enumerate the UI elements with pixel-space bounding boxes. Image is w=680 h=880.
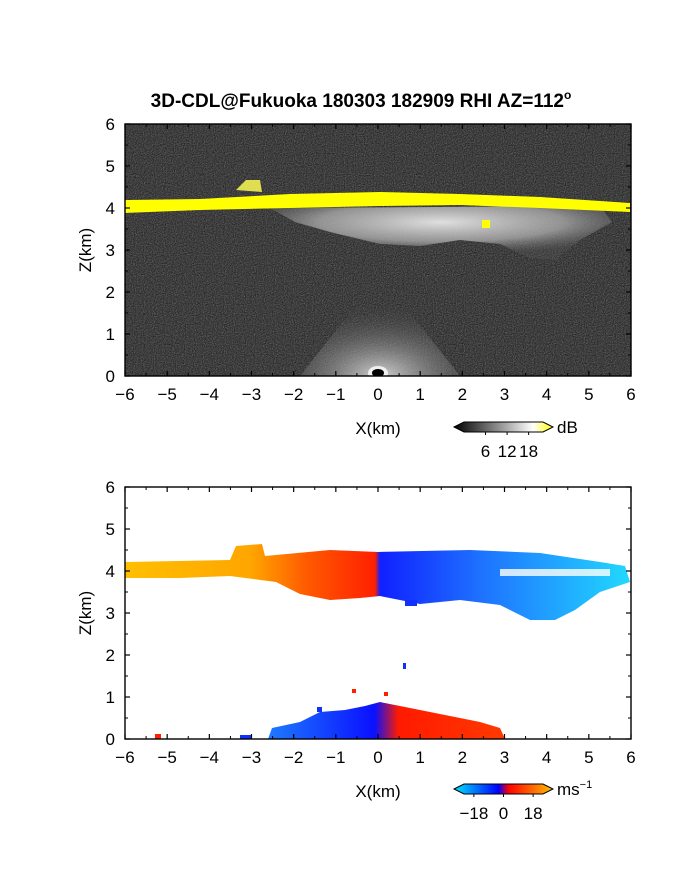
x-tick-label: −3 bbox=[242, 748, 261, 767]
x-tick-label: −6 bbox=[115, 748, 134, 767]
x-tick-label: 5 bbox=[584, 748, 593, 767]
velocity-ticks: −6 −5 −4 −3 −2 −1 0 1 2 3 4 5 6 0 1 2 3 4 5 6 bbox=[106, 478, 636, 767]
colorbar-tick-label: 0 bbox=[499, 804, 508, 823]
x-tick-label: −5 bbox=[157, 385, 176, 404]
colorbar-tick-label: 18 bbox=[519, 442, 538, 461]
colorbar-tick-label: 18 bbox=[524, 804, 543, 823]
colorbar-tick-label: −18 bbox=[459, 804, 488, 823]
y-tick-label: 3 bbox=[106, 241, 115, 260]
velocity-speck bbox=[155, 734, 161, 739]
reflectivity-colorbar-ticks: 6 12 18 bbox=[481, 432, 538, 461]
y-tick-label: 2 bbox=[106, 283, 115, 302]
x-tick-label: 1 bbox=[415, 748, 424, 767]
y-tick-label: 4 bbox=[106, 562, 115, 581]
reflectivity-colorbar-unit: dB bbox=[557, 418, 578, 437]
x-tick-label: 4 bbox=[542, 385, 551, 404]
reflectivity-ticks: −6 −5 −4 −3 −2 −1 0 1 2 3 4 5 6 0 1 2 3 4 5 6 bbox=[106, 115, 636, 404]
cloud-echo bbox=[270, 206, 612, 260]
x-tick-label: 4 bbox=[542, 748, 551, 767]
x-tick-label: 2 bbox=[458, 385, 467, 404]
melting-layer-band bbox=[125, 192, 630, 213]
velocity-colorbar-bar bbox=[452, 783, 555, 795]
x-tick-label: −1 bbox=[326, 748, 345, 767]
colorbar-tick-label: 6 bbox=[481, 442, 490, 461]
y-tick-label: 2 bbox=[106, 646, 115, 665]
x-tick-label: −4 bbox=[200, 385, 219, 404]
y-tick-label: 0 bbox=[106, 730, 115, 749]
velocity-panel: −6 −5 −4 −3 −2 −1 0 1 2 3 4 5 6 0 1 2 3 4 5 6 X(km) Z(km) m… bbox=[76, 478, 636, 823]
y-tick-label: 1 bbox=[106, 325, 115, 344]
y-tick-label: 6 bbox=[106, 478, 115, 497]
reflectivity-colorbar-bar bbox=[452, 421, 555, 433]
x-tick-label: −1 bbox=[326, 385, 345, 404]
velocity-speck bbox=[317, 707, 322, 712]
y-tick-label: 6 bbox=[106, 115, 115, 134]
y-tick-label: 5 bbox=[106, 157, 115, 176]
x-tick-label: 5 bbox=[584, 385, 593, 404]
y-tick-label: 3 bbox=[106, 604, 115, 623]
x-tick-label: 0 bbox=[373, 748, 382, 767]
velocity-xlabel: X(km) bbox=[355, 782, 400, 801]
velocity-ylabel: Z(km) bbox=[76, 591, 95, 635]
velocity-low-level bbox=[268, 702, 505, 739]
velocity-field bbox=[125, 487, 631, 739]
y-tick-label: 5 bbox=[106, 520, 115, 539]
velocity-speck bbox=[352, 689, 356, 693]
x-tick-label: −2 bbox=[284, 748, 303, 767]
velocity-gap bbox=[500, 569, 610, 576]
velocity-upper-layer bbox=[125, 544, 630, 620]
x-tick-label: 6 bbox=[626, 385, 635, 404]
x-tick-label: 1 bbox=[415, 385, 424, 404]
velocity-colorbar-ticks: −18 0 18 bbox=[459, 794, 543, 823]
velocity-speck bbox=[403, 663, 406, 669]
melting-layer-cap bbox=[236, 180, 262, 192]
x-tick-label: 0 bbox=[373, 385, 382, 404]
x-tick-label: −6 bbox=[115, 385, 134, 404]
x-tick-label: 2 bbox=[458, 748, 467, 767]
velocity-colorbar-unit: ms−1 bbox=[557, 779, 592, 799]
y-tick-label: 1 bbox=[106, 688, 115, 707]
figure-title: 3D-CDL@Fukuoka 180303 182909 RHI AZ=112o bbox=[151, 88, 572, 112]
y-tick-label: 4 bbox=[106, 199, 115, 218]
near-ground-echo bbox=[300, 285, 460, 376]
reflectivity-xlabel: X(km) bbox=[355, 419, 400, 438]
colorbar-tick-label: 12 bbox=[498, 442, 517, 461]
x-tick-label: −3 bbox=[242, 385, 261, 404]
reflectivity-ylabel: Z(km) bbox=[76, 228, 95, 272]
x-tick-label: −5 bbox=[157, 748, 176, 767]
y-tick-label: 0 bbox=[106, 367, 115, 386]
velocity-speck bbox=[240, 735, 252, 739]
x-tick-label: 6 bbox=[626, 748, 635, 767]
x-tick-label: 3 bbox=[500, 385, 509, 404]
velocity-colorbar: ms−1 −18 0 18 bbox=[452, 779, 592, 823]
x-tick-label: 3 bbox=[500, 748, 509, 767]
x-tick-label: −4 bbox=[200, 748, 219, 767]
reflectivity-field bbox=[125, 124, 631, 376]
velocity-speck bbox=[405, 600, 417, 606]
bright-spot bbox=[482, 220, 490, 228]
reflectivity-colorbar: dB 6 12 18 bbox=[452, 418, 578, 461]
x-tick-label: −2 bbox=[284, 385, 303, 404]
velocity-speck bbox=[384, 692, 388, 696]
